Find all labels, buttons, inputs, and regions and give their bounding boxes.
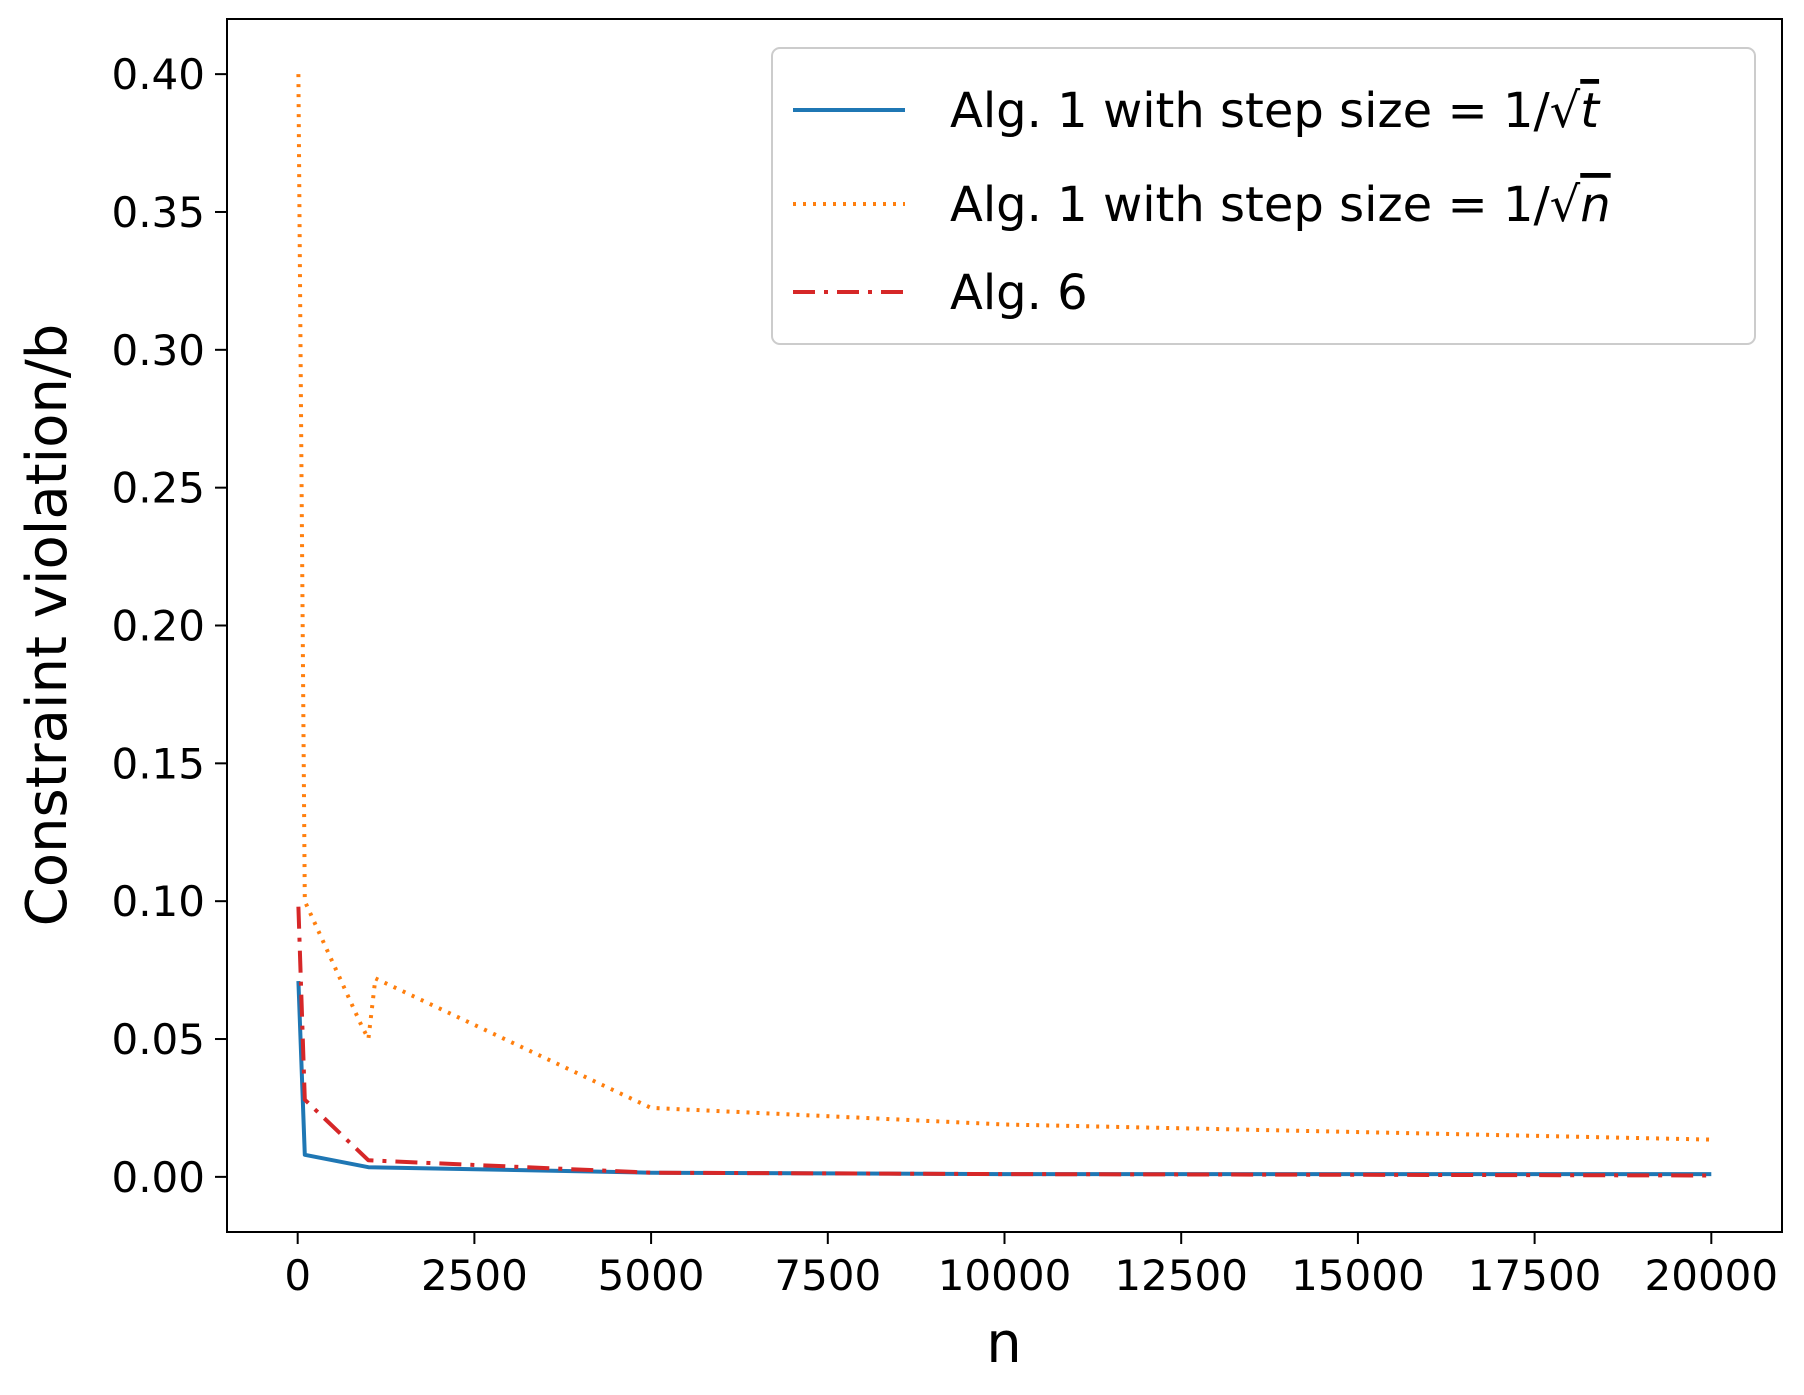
- legend-box: [771, 47, 1756, 345]
- series-layer: [296, 74, 1712, 1178]
- y-tick-label: 0.00: [111, 1153, 205, 1202]
- x-axis: 0 2500 5000 7500 10000 12500 15000 17500 20000: [284, 1232, 1778, 1300]
- y-tick-label: 0.05: [111, 1015, 205, 1064]
- x-tick-label: 7500: [774, 1251, 881, 1300]
- y-axis-label: Constraint violation/b: [15, 324, 80, 927]
- y-axis: 0.00 0.05 0.10 0.15 0.20 0.25 0.30 0.35 0.40: [111, 50, 227, 1202]
- x-tick-label: 12500: [1114, 1251, 1248, 1300]
- y-tick-label: 0.25: [111, 464, 205, 513]
- x-axis-label: n: [986, 1311, 1022, 1376]
- y-tick-label: 0.30: [111, 326, 205, 375]
- y-tick-label: 0.35: [111, 188, 205, 237]
- x-tick-label: 5000: [598, 1251, 705, 1300]
- y-tick-label: 0.15: [111, 739, 205, 788]
- x-tick-label: 10000: [938, 1251, 1072, 1300]
- series-line-1: [296, 981, 1712, 1177]
- x-tick-label: 17500: [1468, 1251, 1602, 1300]
- y-tick-label: 0.20: [111, 602, 205, 651]
- x-tick-label: 15000: [1291, 1251, 1425, 1300]
- legend: Alg. 1 with step size = 1/√t Alg. 1 with …: [771, 47, 1756, 345]
- x-tick-label: 2500: [421, 1251, 528, 1300]
- legend-items: Alg. 1 with step size = 1/√t Alg. 1 with …: [793, 83, 1611, 321]
- legend-label-1: Alg. 1 with step size = 1/√t: [950, 83, 1601, 139]
- y-tick-label: 0.10: [111, 877, 205, 926]
- y-tick-label: 0.40: [111, 50, 205, 99]
- x-tick-label: 20000: [1645, 1251, 1779, 1300]
- legend-label-3: Alg. 6: [950, 265, 1088, 321]
- legend-label-2: Alg. 1 with step size = 1/√n: [950, 177, 1611, 233]
- x-tick-label: 0: [284, 1251, 311, 1300]
